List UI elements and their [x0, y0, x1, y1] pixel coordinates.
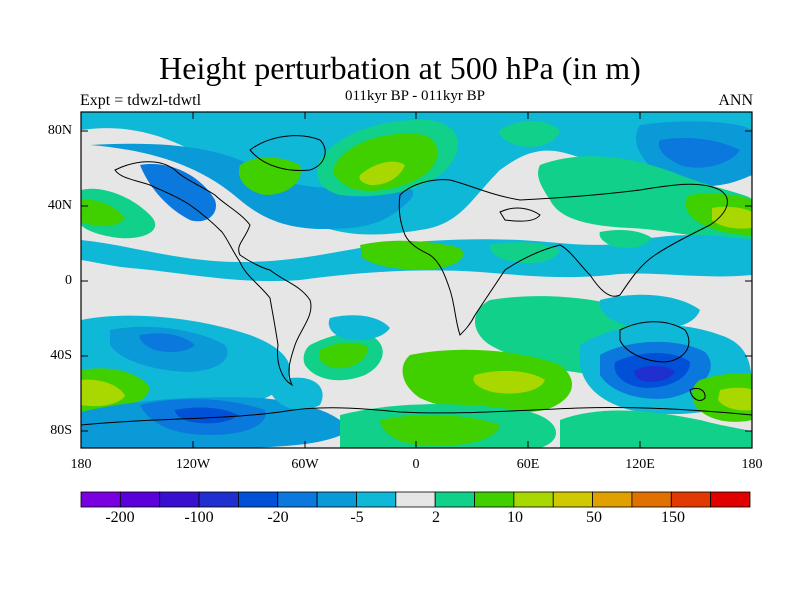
greenland-coast [249, 135, 326, 171]
positive-region [238, 157, 301, 195]
colorbar-swatch [159, 491, 200, 508]
colorbar-swatch [198, 491, 239, 508]
colorbar-swatch [631, 491, 672, 508]
colorbar-swatch [316, 491, 357, 508]
lon-tick-label: 120E [625, 457, 655, 472]
colorbar-swatch [592, 491, 633, 508]
axis-ticks [81, 112, 752, 448]
positive-region [718, 387, 752, 411]
colorbar-label: -20 [267, 509, 289, 526]
coastlines [81, 135, 752, 426]
positive-region [560, 410, 752, 448]
colorbar-label: -200 [105, 509, 135, 526]
positive-region [538, 156, 752, 245]
colorbar-swatch [395, 491, 436, 508]
lon-tick-label: 60E [516, 457, 540, 472]
lon-tick-label: 180 [70, 457, 92, 472]
colorbar-label: 150 [661, 509, 685, 526]
lon-tick-label: 60W [291, 457, 319, 472]
positive-region [473, 370, 545, 394]
lat-tick-label: 40N [47, 198, 72, 213]
colorbar-label: 50 [586, 509, 602, 526]
positive-region [380, 415, 500, 446]
colorbar-swatch [434, 491, 475, 508]
negative-region [139, 333, 195, 353]
eurafrica-coast [398, 179, 728, 336]
antarctica-coast [81, 406, 752, 426]
lat-tick-label: 0 [65, 273, 72, 288]
positive-region [599, 230, 652, 248]
negative-region [599, 294, 700, 330]
negative-region [140, 164, 216, 222]
height-field [81, 112, 752, 448]
colorbar-label: -5 [350, 509, 364, 526]
lat-tick-label: 80S [50, 423, 72, 438]
colorbar-label: 2 [432, 509, 440, 526]
negative-region [272, 377, 323, 410]
negative-region [328, 315, 390, 340]
lat-tick-label: 80N [47, 123, 72, 138]
colorbar-swatch [513, 491, 554, 508]
negative-region [658, 138, 740, 168]
colorbar-swatch [670, 491, 712, 508]
colorbar-swatch [277, 491, 318, 508]
americas-coast [114, 161, 312, 387]
colorbar-swatch [710, 491, 751, 508]
colorbar-label: 10 [507, 509, 523, 526]
colorbar-label: -100 [184, 509, 214, 526]
experiment-label: Expt = tdwzl-tdwtl [80, 92, 202, 109]
positive-region [489, 242, 560, 264]
positive-region [81, 199, 125, 227]
colorbar-swatch [80, 491, 121, 508]
caspian-coast [499, 207, 541, 222]
colorbar [80, 491, 751, 508]
negative-region [634, 366, 675, 382]
negative-region [175, 407, 238, 424]
positive-region [318, 342, 368, 369]
colorbar-swatch [356, 491, 397, 508]
season-label: ANN [718, 92, 753, 109]
colorbar-swatch [238, 491, 279, 508]
colorbar-swatch [552, 491, 593, 508]
new-zealand-coast [689, 387, 706, 401]
positive-region [712, 206, 752, 229]
colorbar-swatch [474, 491, 515, 508]
colorbar-swatch [119, 491, 161, 508]
lat-tick-label: 40S [50, 348, 72, 363]
australia-coast [619, 321, 690, 363]
positive-region [359, 161, 405, 186]
lon-tick-label: 180 [741, 457, 763, 472]
lon-tick-label: 0 [412, 457, 420, 472]
positive-region [499, 121, 560, 147]
chart-title: Height perturbation at 500 hPa (in m) [159, 50, 641, 86]
positive-region [81, 379, 125, 407]
period-label: 011kyr BP - 011kyr BP [344, 88, 485, 104]
lon-tick-label: 120W [175, 457, 211, 472]
